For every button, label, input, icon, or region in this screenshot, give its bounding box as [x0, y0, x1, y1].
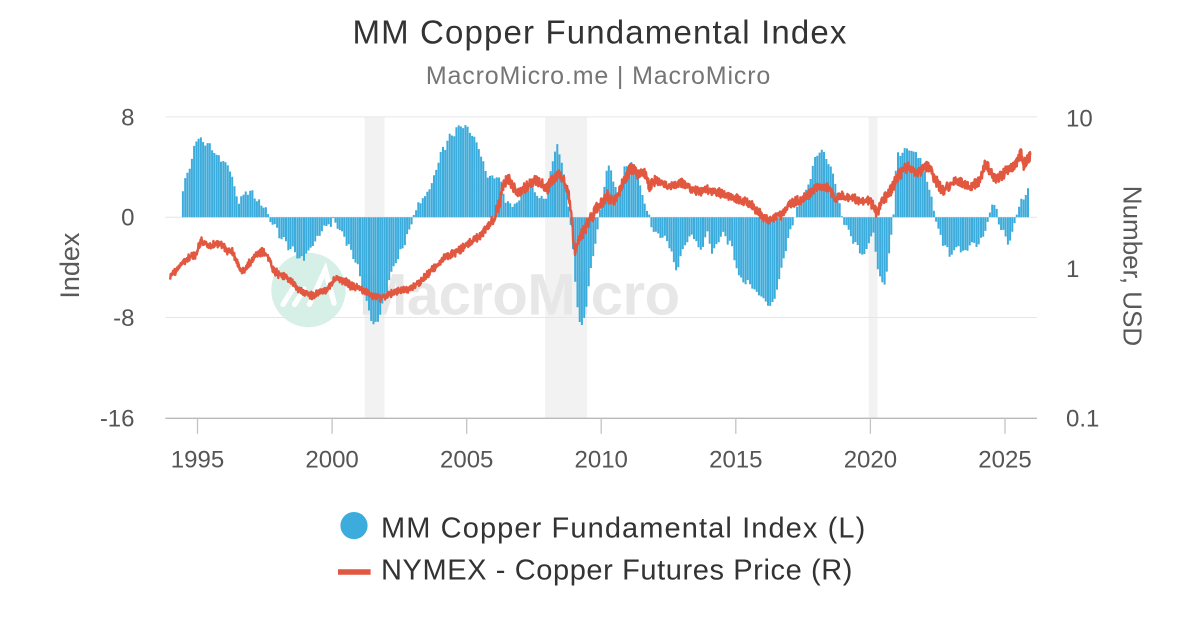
svg-text:0.1: 0.1 — [1066, 405, 1099, 432]
svg-text:2015: 2015 — [709, 447, 762, 474]
svg-text:-8: -8 — [113, 305, 134, 332]
svg-text:MacroMicro: MacroMicro — [359, 263, 680, 328]
svg-text:Number, USD: Number, USD — [1118, 186, 1148, 346]
svg-text:10: 10 — [1066, 106, 1093, 133]
svg-text:2005: 2005 — [440, 447, 493, 474]
svg-text:MM Copper Fundamental Index: MM Copper Fundamental Index — [352, 14, 847, 51]
svg-text:2020: 2020 — [844, 447, 897, 474]
svg-text:1995: 1995 — [171, 447, 224, 474]
svg-text:1: 1 — [1066, 256, 1079, 283]
svg-text:2025: 2025 — [978, 447, 1031, 474]
svg-text:-16: -16 — [100, 405, 135, 432]
svg-text:2000: 2000 — [305, 447, 358, 474]
svg-text:NYMEX - Copper Futures Price (: NYMEX - Copper Futures Price (R) — [381, 555, 853, 587]
svg-text:0: 0 — [121, 205, 134, 232]
svg-text:Index: Index — [55, 232, 85, 299]
svg-text:8: 8 — [121, 104, 134, 131]
svg-text:MacroMicro.me | MacroMicro: MacroMicro.me | MacroMicro — [426, 62, 771, 90]
svg-text:2010: 2010 — [575, 447, 628, 474]
svg-text:MM Copper Fundamental Index (L: MM Copper Fundamental Index (L) — [381, 512, 866, 544]
